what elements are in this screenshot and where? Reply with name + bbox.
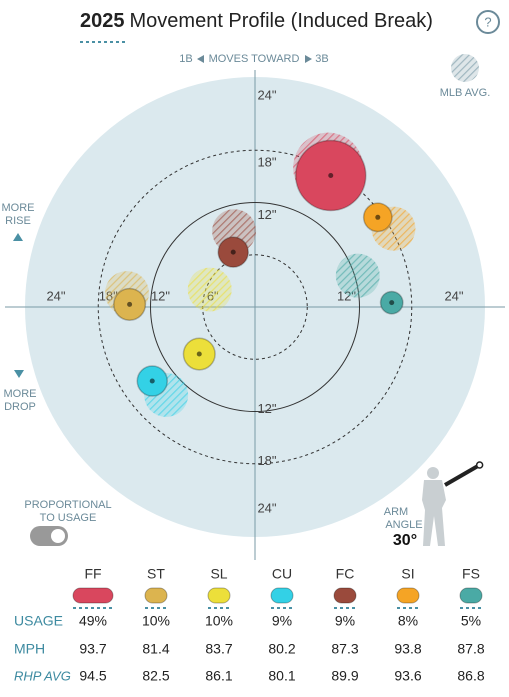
title-year: 2025 [80,10,125,32]
row-label: MPH [14,641,45,657]
ring-label: 24" [444,288,463,303]
table-cell: 83.7 [205,641,232,657]
table-cell: 81.4 [142,641,169,657]
direction-right: 3B [315,53,328,65]
ring-label: 12" [257,401,276,416]
row-label: USAGE [14,613,63,629]
table-cell: 89.9 [331,668,358,684]
pitch-swatch [333,587,357,604]
row-label: RHP AVG [14,668,71,683]
rise-label: MORE [2,202,35,214]
ring-label: 18" [257,155,276,170]
table-cell: 86.1 [205,668,232,684]
table-cell: 8% [398,613,418,629]
pitch-center [328,173,334,179]
arm-angle-value: 30° [393,532,417,549]
direction-middle: MOVES TOWARD [209,53,300,65]
table-cell: 9% [272,613,292,629]
pitch-center [375,214,381,220]
arrow-right [305,55,312,63]
ball [475,461,484,469]
help-icon[interactable]: ? [484,14,491,29]
pitch-name: SL [210,566,227,582]
ring-label: 24" [257,500,276,515]
pitch-swatch [207,587,231,604]
pitch-swatch [396,587,420,604]
ring-label: 24" [46,288,65,303]
table-cell: 49% [79,613,107,629]
pitch-name: FC [336,566,355,582]
direction-left: 1B [179,53,192,65]
table-cell: 93.6 [394,668,421,684]
pitch-swatch [270,587,294,604]
table-cell: 87.3 [331,641,358,657]
rise-label: RISE [5,215,31,227]
arm-angle-label: ANGLE [385,519,422,531]
plot: 6"12"12"12"12"18"18"18"24"24"24"24" [5,70,505,560]
pitch-table: USAGE MPH RHP AVG FF 49% 93.7 94.5 ST 10% 81.4 82.… [14,566,485,684]
table-cell: 9% [335,613,355,629]
drop-label: MORE [4,388,37,400]
ring-label: 12" [151,288,170,303]
title-text: Movement Profile (Induced Break) [130,10,433,32]
table-cell: 93.8 [394,641,421,657]
pitch-name: FF [84,566,101,582]
pitcher-figure [422,467,446,546]
help-button[interactable] [476,10,500,34]
table-cell: 10% [205,613,233,629]
rise-arrow [13,233,23,241]
table-cell: 86.8 [457,668,484,684]
pitch-center [149,378,155,384]
toggle-label: TO USAGE [40,512,97,524]
table-cell: 80.2 [268,641,295,657]
drop-arrow [14,370,24,378]
pitch-name: SI [401,566,414,582]
pitch-center [196,351,202,357]
ring-label: 24" [257,87,276,102]
table-cell: 10% [142,613,170,629]
pitch-swatch [72,587,114,604]
toggle-knob[interactable] [51,529,65,543]
chart-title: 2025 Movement Profile (Induced Break) [80,10,433,32]
pitch-swatch [459,587,483,604]
ring-label: 12" [257,207,276,222]
arrow-left [197,55,204,63]
table-cell: 82.5 [142,668,169,684]
mlb-avg-marker [335,253,380,298]
mlb-avg-marker [187,267,232,312]
table-cell: 94.5 [79,668,106,684]
ring [97,149,413,465]
arm-angle-arm [444,463,481,487]
pitch-name: CU [272,566,292,582]
table-cell: 5% [461,613,481,629]
pitch-center [230,249,236,255]
ring [150,202,360,412]
table-cell: 93.7 [79,641,106,657]
arm-angle-label: ARM [384,506,408,518]
table-cell: 87.8 [457,641,484,657]
avg-legend-label: MLB AVG. [440,87,491,99]
table-cell: 80.1 [268,668,295,684]
avg-legend-swatch [451,54,479,82]
pitch-swatch [144,587,168,604]
pitch-name: FS [462,566,480,582]
pitch-center [127,301,133,307]
pitch-center [389,300,395,306]
toggle-label: PROPORTIONAL [24,499,111,511]
pitch-name: ST [147,566,165,582]
drop-label: DROP [4,401,36,413]
ring-label: 18" [257,453,276,468]
